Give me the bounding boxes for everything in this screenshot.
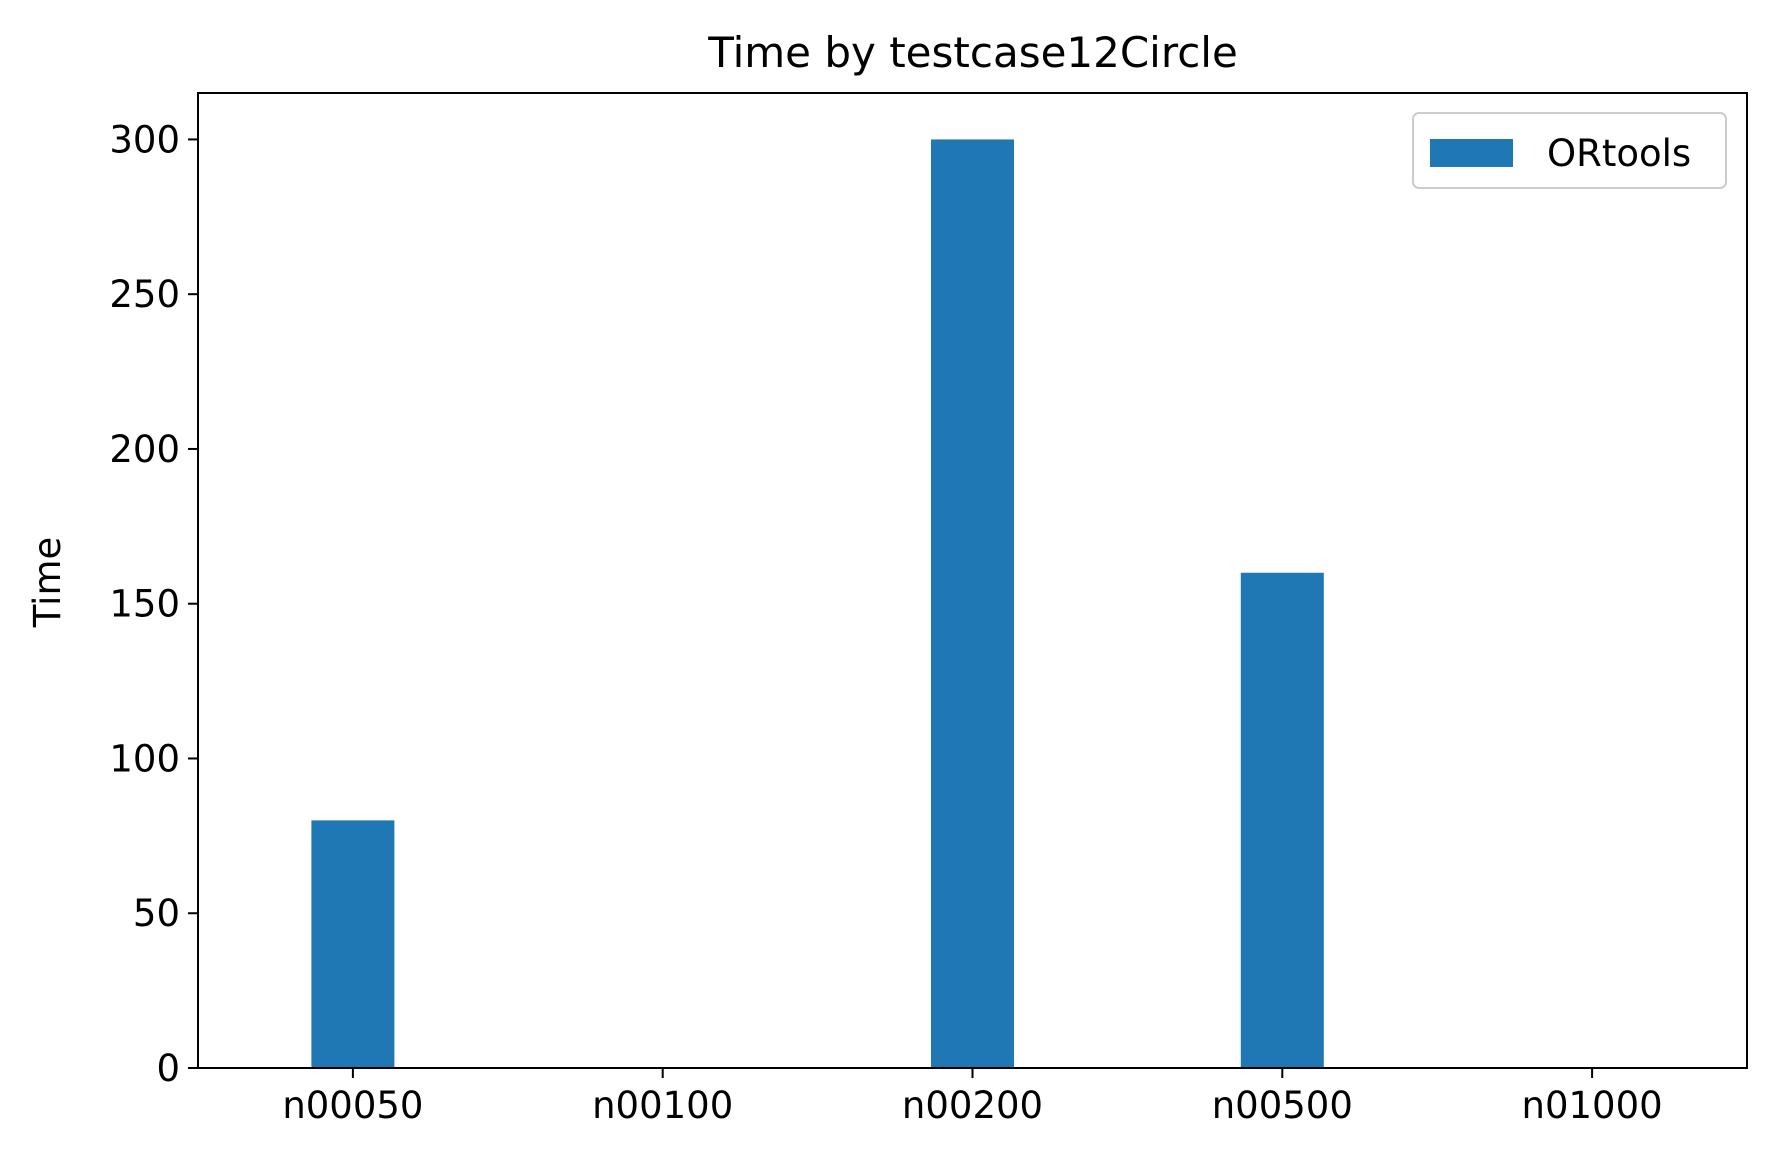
chart-title: Time by testcase12Circle bbox=[707, 28, 1238, 77]
y-tick-label-300: 300 bbox=[109, 118, 180, 161]
bar-n00200 bbox=[931, 139, 1014, 1068]
x-tick-label-n00500: n00500 bbox=[1212, 1084, 1353, 1127]
legend-swatch-ORtools bbox=[1430, 139, 1513, 167]
y-tick-label-50: 50 bbox=[133, 892, 180, 935]
legend-box bbox=[1412, 112, 1727, 189]
x-tick-label-n00050: n00050 bbox=[282, 1084, 423, 1127]
y-tick-label-0: 0 bbox=[156, 1047, 180, 1090]
x-tick-label-n01000: n01000 bbox=[1522, 1084, 1663, 1127]
bar-n00050 bbox=[311, 820, 395, 1068]
x-tick-label-n00100: n00100 bbox=[592, 1084, 733, 1127]
y-tick-label-250: 250 bbox=[109, 273, 180, 316]
bar-n00500 bbox=[1240, 572, 1324, 1068]
legend: ORtools bbox=[1412, 112, 1727, 189]
y-tick-label-100: 100 bbox=[109, 737, 180, 780]
y-tick-label-150: 150 bbox=[109, 583, 180, 626]
y-tick-label-200: 200 bbox=[109, 428, 180, 471]
plot-area: 0 50 100 150 200 250 300 n00050 n00100 n00200 n005… bbox=[109, 92, 1748, 1127]
y-axis-label: Time bbox=[26, 537, 69, 629]
x-tick-label-n00200: n00200 bbox=[902, 1084, 1043, 1127]
legend-label-ORtools: ORtools bbox=[1547, 132, 1691, 175]
